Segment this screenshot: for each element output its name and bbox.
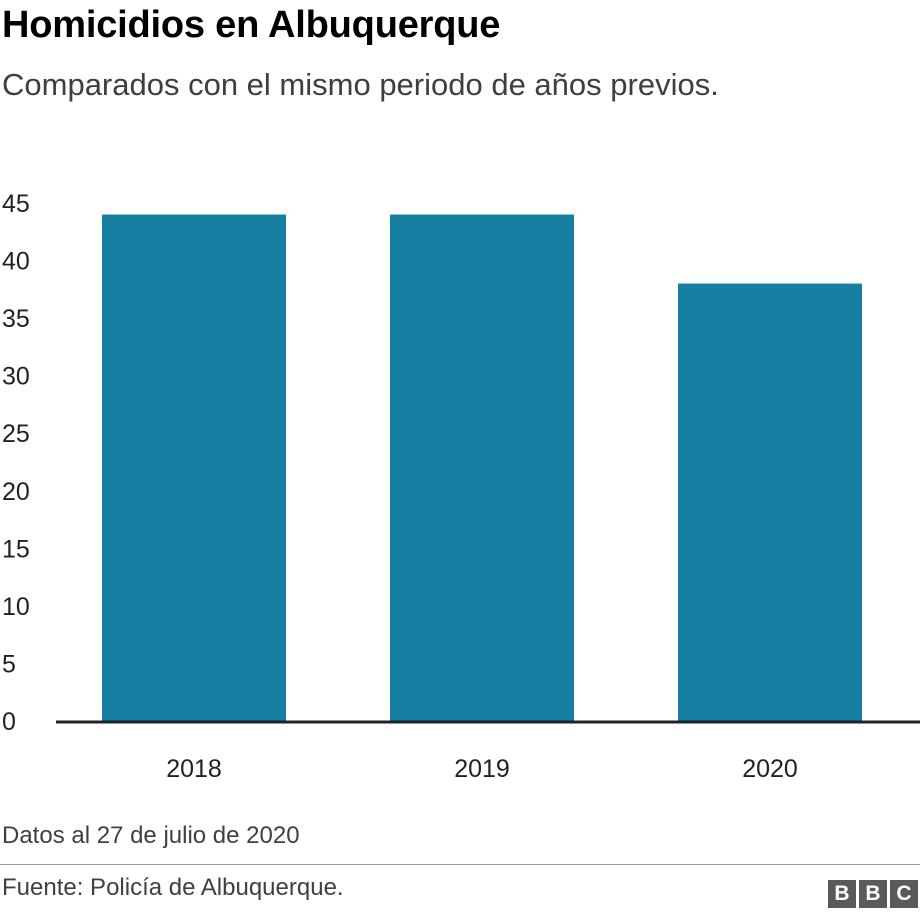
y-tick-label: 30 <box>2 363 30 391</box>
y-tick-label: 10 <box>2 593 30 621</box>
y-tick-label: 25 <box>2 420 30 448</box>
footer-divider <box>0 864 920 865</box>
chart-subtitle: Comparados con el mismo periodo de años … <box>2 67 719 102</box>
bar-2019 <box>390 214 574 721</box>
y-tick-label: 15 <box>2 535 30 563</box>
bbc-logo-letter-b2: B <box>859 880 887 908</box>
bar-2020 <box>678 283 862 721</box>
y-tick-label: 35 <box>2 305 30 333</box>
source-credit: Fuente: Policía de Albuquerque. <box>2 874 344 901</box>
y-tick-label: 40 <box>2 248 30 276</box>
y-tick-label: 20 <box>2 478 30 506</box>
y-tick-label: 0 <box>2 708 16 736</box>
bar-2018 <box>102 214 286 721</box>
bbc-logo-letter-c: C <box>890 880 918 908</box>
y-tick-label: 45 <box>2 190 30 218</box>
y-tick-label: 5 <box>2 650 16 678</box>
bbc-logo: B B C <box>828 880 918 908</box>
data-date-note: Datos al 27 de julio de 2020 <box>2 822 300 849</box>
bar-chart: 0 5 10 15 20 25 30 35 40 45 2018 2019 2020 <box>2 190 920 783</box>
chart-title: Homicidios en Albuquerque <box>2 4 501 46</box>
bbc-logo-letter-b1: B <box>828 880 856 908</box>
x-tick-label: 2020 <box>742 755 798 783</box>
x-tick-label: 2019 <box>454 755 510 783</box>
x-tick-label: 2018 <box>166 755 222 783</box>
